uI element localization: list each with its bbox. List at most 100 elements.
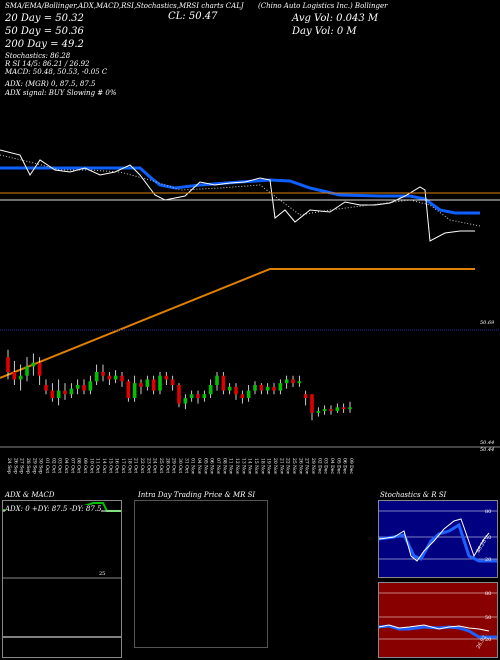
svg-text:20: 20 [485,557,491,563]
date-label: 24 Sep [6,458,12,474]
mrsi-blue-line [379,624,497,639]
date-label: 04 Dec [329,458,335,474]
date-label: 22 Nov [285,458,291,475]
candle-body [139,383,143,387]
date-label: 07 Nov [215,458,221,475]
date-label: 06 Nov [209,458,215,475]
candle-body [348,407,352,410]
date-label: 21 Nov [278,458,284,475]
candle-body [158,375,162,391]
candle-body [107,375,112,380]
date-label: 18 Nov [259,458,265,475]
candle-body [272,386,276,391]
adx-signal-label: ADX signal: BUY Slowing # 0% [5,89,117,97]
candle-body [221,375,226,391]
candle-body [253,385,257,391]
date-label: 09 Dec [348,458,354,474]
price-label-top: 50.69 [480,320,495,326]
date-label: 07 Oct [69,458,75,473]
date-label: 28 Sep [25,458,31,474]
company-name: (Chino Auto Logistics Inc.) Bollinger [258,2,388,10]
candle-body [297,381,302,384]
candle-body [246,390,251,398]
svg-text:80: 80 [485,591,491,597]
candle-body [50,390,55,398]
date-label: 27 Sep [19,458,25,474]
candle-body [177,385,181,404]
adx-label: ADX: (MGR) 0, 87.5, 87.5 [5,80,96,88]
date-label: 15 Nov [253,458,259,475]
candle-body [278,383,283,391]
date-label: 02 Dec [316,458,322,474]
candle-body [69,388,74,395]
date-label: 03 Dec [323,458,329,474]
candle-body [120,375,124,382]
date-label: 11 Oct [95,458,101,473]
candle-body [265,386,270,391]
intraday-panel-title: Intra Day Trading Price & MR SI [138,491,256,499]
date-label: 08 Nov [221,458,227,475]
date-label: 14 Oct [101,458,107,473]
date-label: 12 Nov [234,458,240,475]
candle-body [259,385,264,391]
date-label: 18 Oct [126,458,132,473]
stoch-blue-line [379,522,497,563]
date-label: 26 Nov [297,458,303,475]
date-label: 09 Oct [82,458,88,473]
candle-body [284,379,289,384]
date-label: 05 Dec [335,458,341,474]
svg-text:80: 80 [485,509,491,515]
candle-body [183,398,188,404]
candle-body [132,383,137,398]
date-label: 31 Oct [183,458,189,473]
ma-blue-line [0,166,480,215]
date-label: 10 Oct [88,458,94,473]
candle-body [88,381,93,391]
date-label: 21 Oct [133,458,139,473]
date-label: 19 Nov [266,458,272,475]
chart-title: SMA/EMA/Bollinger,ADX,MACD,RSI,Stochasti… [5,2,244,10]
main-chart: 50.69 50.44 50.44 24 Sep 26 Sep 27 Sep 28 S… [0,149,500,475]
date-label: 04 Nov [196,458,202,475]
date-label: 03 Oct [57,458,63,473]
candles-group [6,349,352,421]
date-label: 08 Oct [76,458,82,473]
candle-body [329,409,333,411]
intraday-panel [134,500,268,648]
adx-panel-title: ADX & MACD [5,491,55,499]
candle-body [240,394,245,398]
ema-dotted-line [0,154,481,227]
candle-body [170,379,175,385]
date-label: 29 Nov [310,458,316,475]
stoch-panel: 80 50 20 86.28 [378,500,498,578]
svg-text:20: 20 [485,637,491,643]
ma200-label: 200 Day = 49.2 [5,39,84,50]
candle-body [303,394,308,398]
macd-label: MACD: 50.48, 50.53, -0.05 C [5,68,108,76]
ma20-label: 20 Day = 50.32 [5,13,84,24]
candle-body [6,357,10,372]
stochastics-label: Stochastics: 86.28 [5,52,71,60]
adx-tick-25: 25 [99,571,105,577]
avg-volume: Avg Vol: 0.043 M [292,13,379,24]
rsi-label: R SI 14/5: 86.21 / 26.92 [5,60,90,68]
date-label: 27 Nov [304,458,310,475]
svg-text:50: 50 [485,535,491,541]
date-axis: 24 Sep 26 Sep 27 Sep 28 Sep 29 Sep 30 Sep 01 O… [6,458,354,475]
candle-body [310,394,314,413]
date-label: 28 Oct [164,458,170,473]
candle-body [113,375,118,380]
candle-body [202,394,207,398]
candle-body [56,390,61,398]
date-label: 20 Nov [272,458,278,475]
stoch-panel-title: Stochastics & R SI [380,491,447,499]
date-label: 30 Sep [38,458,44,474]
candle-body [63,390,67,395]
date-label: 13 Nov [240,458,246,475]
candle-body [189,394,194,398]
candle-body [215,375,219,385]
date-label: 01 Nov [190,458,196,475]
candle-body [291,379,295,384]
adx-legend: ADX: 0 +DY: 87.5 -DY: 87.5 [5,505,102,513]
date-label: 11 Nov [228,458,234,475]
